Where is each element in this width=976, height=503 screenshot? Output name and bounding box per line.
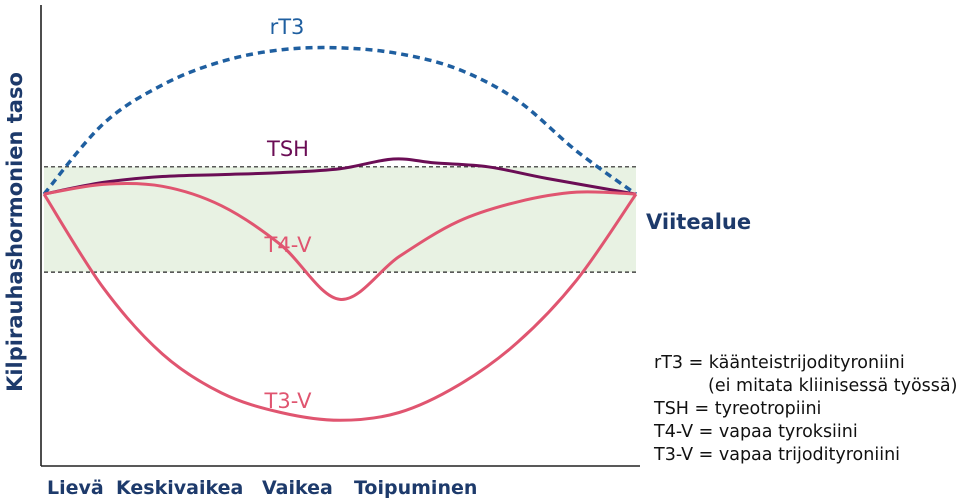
series-layer — [42, 45, 638, 422]
legend-entry-tsh: TSH = tyreotropiini — [654, 399, 822, 419]
legend-entry-rt3-note: (ei mitata kliinisessä työssä) — [708, 376, 958, 396]
series-label-layer: rT3 TSH T4-V T3-V — [264, 15, 313, 413]
legend-entry-rt3: rT3 = käänteistrijodityroniini — [654, 353, 905, 373]
x-axis-ticks: Lievä Keskivaikea Vaikea Toipuminen — [47, 477, 477, 499]
x-tick-label-vaikea: Vaikea — [262, 477, 333, 499]
series-line-t4v — [43, 181, 637, 301]
y-axis-label: Kilpirauhashormonien taso — [3, 72, 27, 392]
series-line-tsh — [43, 157, 637, 196]
x-tick-label-lieva: Lievä — [47, 477, 104, 499]
series-line-t3v — [42, 193, 638, 422]
series-label-tsh: TSH — [266, 137, 309, 161]
x-tick-label-toipuminen: Toipuminen — [354, 477, 477, 499]
reference-band-label: Viitealue — [646, 210, 751, 234]
series-label-t4v: T4-V — [264, 233, 313, 257]
series-label-rt3: rT3 — [270, 15, 305, 39]
x-tick-label-keskivaikea: Keskivaikea — [116, 477, 243, 499]
legend-entry-t4v: T4-V = vapaa tyroksiini — [654, 422, 858, 442]
legend-entry-t3v: T3-V = vapaa trijodityroniini — [654, 445, 901, 465]
legend: rT3 = käänteistrijodityroniini (ei mitat… — [654, 352, 957, 467]
series-label-t3v: T3-V — [264, 389, 313, 413]
